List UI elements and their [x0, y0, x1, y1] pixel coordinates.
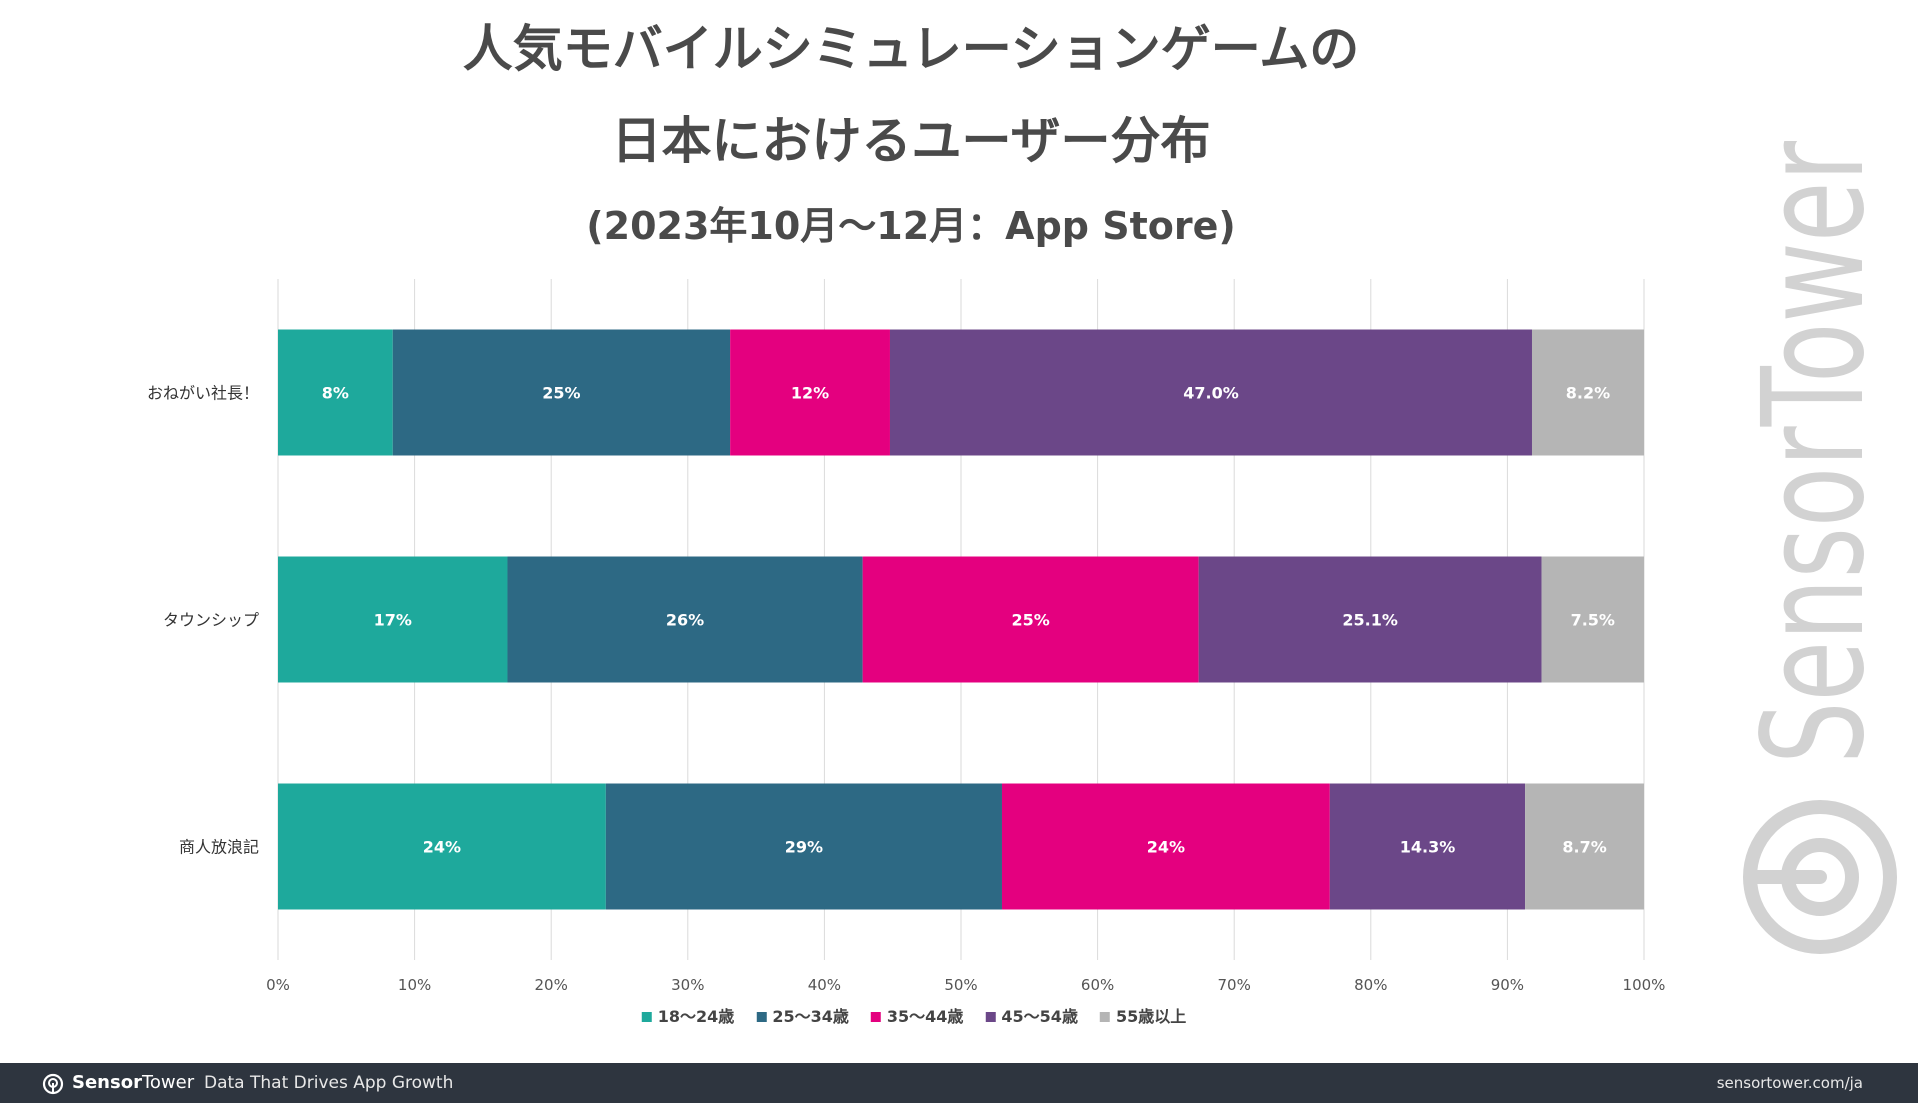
data-label: 29% — [785, 838, 823, 857]
data-label: 8% — [322, 384, 349, 403]
x-tick-label: 60% — [1081, 976, 1114, 994]
bar-segment — [605, 783, 1002, 910]
watermark-text: SensorTower — [1733, 141, 1896, 764]
category-label: おねがい社長！ — [147, 384, 259, 403]
x-tick-label: 30% — [671, 976, 704, 994]
data-label: 7.5% — [1571, 611, 1615, 630]
x-tick-label: 10% — [398, 976, 431, 994]
x-tick-label: 20% — [535, 976, 568, 994]
bar-segment — [278, 329, 393, 456]
legend-swatch — [1099, 1012, 1110, 1022]
bar-segment — [1541, 556, 1644, 683]
legend-label: 45～54歳 — [1001, 1007, 1078, 1026]
legend-item: 45～54歳 — [985, 1006, 1078, 1028]
data-label: 12% — [791, 384, 829, 403]
bar-segment — [278, 556, 508, 683]
bar-segment — [392, 329, 731, 456]
sensortower-logo-icon — [1743, 800, 1897, 954]
sensortower-watermark: SensorTower — [1733, 141, 1897, 954]
x-tick-label: 70% — [1218, 976, 1251, 994]
chart-title-line-2: 日本におけるユーザー分布 — [611, 112, 1211, 170]
data-label: 25% — [1012, 611, 1050, 630]
legend-swatch — [641, 1012, 652, 1022]
x-tick-label: 80% — [1354, 976, 1387, 994]
data-label: 8.7% — [1562, 838, 1606, 857]
legend-label: 35～44歳 — [886, 1007, 964, 1026]
x-tick-label: 50% — [944, 976, 977, 994]
legend-label: 18～24歳 — [657, 1007, 735, 1026]
bar-segment — [507, 556, 863, 683]
sensortower-logo-icon — [42, 1073, 64, 1095]
bar-segment — [278, 783, 606, 910]
data-label: 47.0% — [1183, 384, 1239, 403]
x-tick-label: 40% — [808, 976, 841, 994]
stacked-bar-chart: SensorTower 0% 10% 20% 30% 40% 50% 60% 70% 80% 90… — [147, 141, 1897, 994]
data-label: 14.3% — [1400, 838, 1456, 857]
brand-sensor: Sensor — [72, 1072, 142, 1093]
data-label: 17% — [374, 611, 412, 630]
legend: 18～24歳 25～34歳 35～44歳 45～54歳 55歳以上 — [641, 1006, 1187, 1028]
footer-tagline: Data That Drives App Growth — [204, 1073, 454, 1093]
bar-segment — [730, 329, 890, 456]
bar-segment — [1001, 783, 1330, 910]
legend-swatch — [756, 1012, 767, 1022]
x-tick-label: 90% — [1491, 976, 1524, 994]
data-label: 24% — [1147, 838, 1185, 857]
legend-label: 55歳以上 — [1115, 1007, 1187, 1026]
data-label: 25% — [542, 384, 580, 403]
data-label: 26% — [666, 611, 704, 630]
bar-segment — [1531, 329, 1644, 456]
legend-item: 55歳以上 — [1099, 1006, 1187, 1028]
bars: 8% 25% 12% 47.0% 8.2% 17% 26% 25% 25.1% 7.5% 24% 29… — [278, 329, 1644, 910]
category-label: 商人放浪記 — [179, 838, 259, 857]
legend-item: 35～44歳 — [870, 1006, 964, 1028]
bar-segment — [1198, 556, 1542, 683]
footer-brand-logo: SensorTower — [72, 1063, 194, 1103]
legend-swatch — [870, 1012, 881, 1022]
category-label: タウンシップ — [163, 611, 259, 630]
brand-tower: Tower — [141, 1072, 195, 1093]
x-tick-label: 0% — [266, 976, 290, 994]
footer-url: sensortower.com/ja — [1716, 1074, 1863, 1092]
bar-segment — [1329, 783, 1526, 910]
x-tick-label: 100% — [1623, 976, 1666, 994]
legend-item: 25～34歳 — [756, 1006, 849, 1028]
data-label: 25.1% — [1342, 611, 1398, 630]
chart-subtitle: (2023年10月～12月：App Store) — [586, 204, 1236, 248]
bar-segment — [1525, 783, 1644, 910]
footer-bar: SensorTower Data That Drives App Growth … — [0, 1063, 1918, 1103]
chart-title-line-1: 人気モバイルシミュレーションゲームの — [462, 20, 1360, 78]
legend-swatch — [985, 1012, 996, 1022]
bar-segment — [862, 556, 1199, 683]
bar-segment — [889, 329, 1532, 456]
data-label: 24% — [423, 838, 461, 857]
data-label: 8.2% — [1566, 384, 1610, 403]
legend-item: 18～24歳 — [641, 1006, 735, 1028]
legend-label: 25～34歳 — [772, 1007, 849, 1026]
